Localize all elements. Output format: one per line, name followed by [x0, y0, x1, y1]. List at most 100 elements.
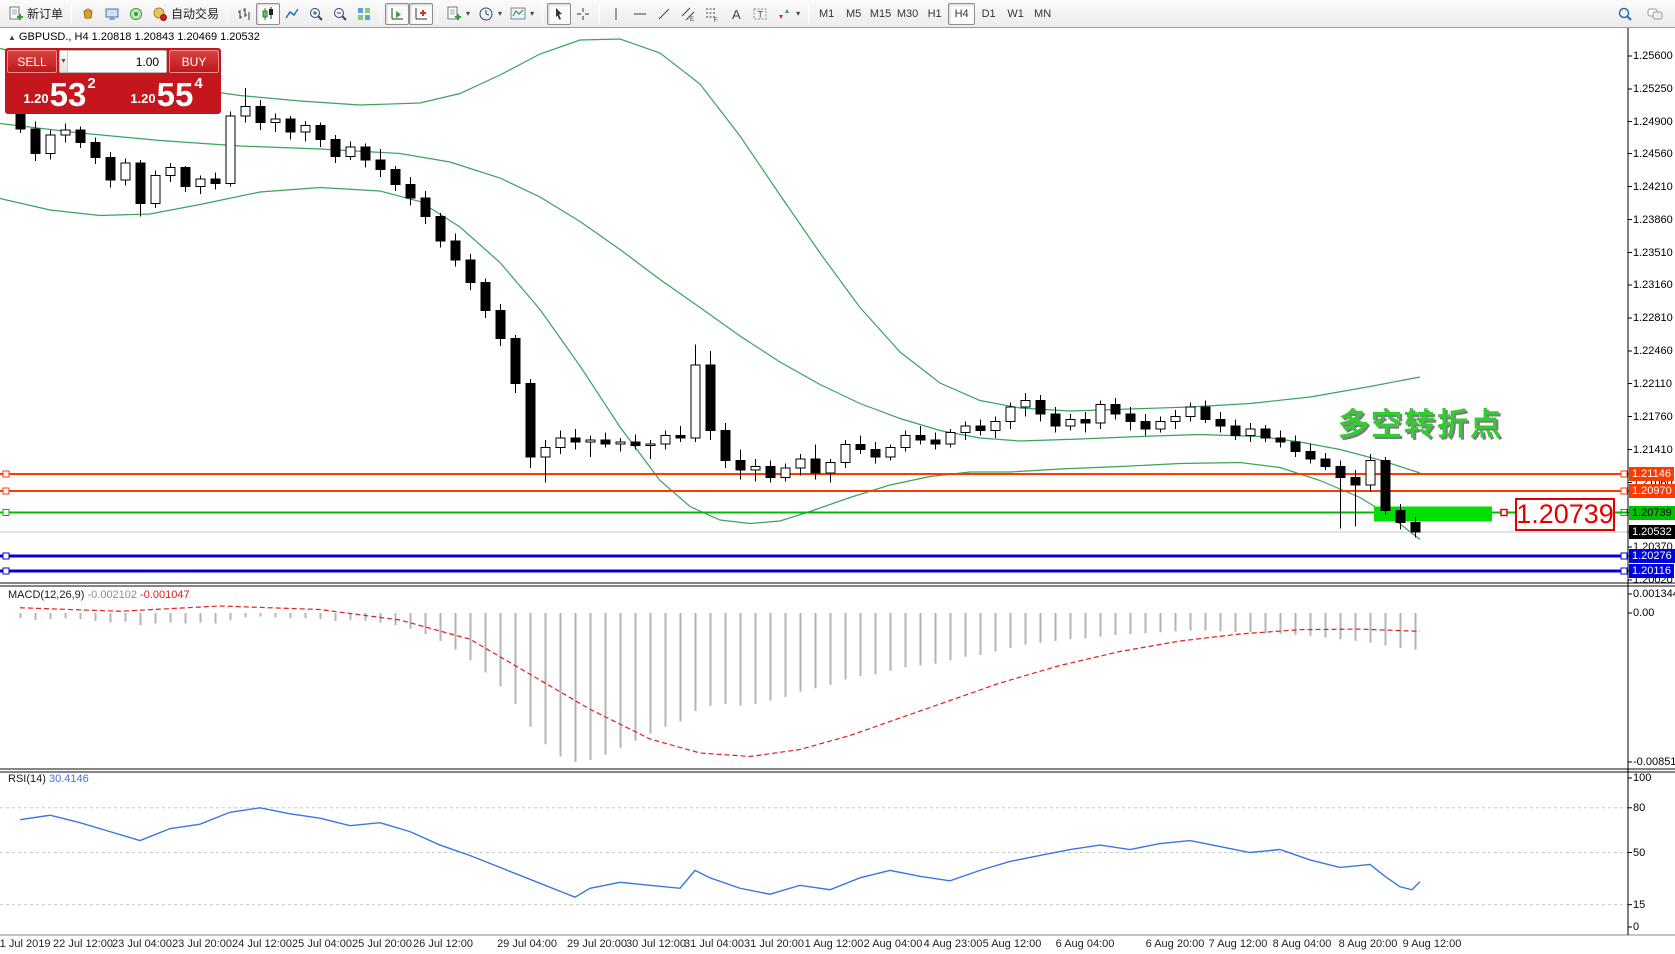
toolbar-separator — [380, 3, 382, 24]
time-axis-label: 6 Aug 04:00 — [1055, 938, 1115, 950]
zoom-in-button[interactable] — [304, 3, 328, 25]
indicators-button[interactable]: ▾ — [506, 3, 538, 25]
trendline-button[interactable] — [652, 3, 676, 25]
vertical-line-button[interactable] — [604, 3, 628, 25]
price-tick: 1.24560 — [1633, 147, 1673, 160]
timeframe-h4[interactable]: H4 — [948, 2, 976, 25]
timeframe-d1[interactable]: D1 — [981, 7, 996, 20]
cross-icon — [577, 7, 590, 20]
text-button[interactable]: A — [724, 3, 748, 25]
time-axis-label: 22 Jul 12:00 — [53, 938, 113, 950]
zoomin-icon — [310, 7, 323, 21]
tline-icon — [658, 8, 670, 19]
time-axis-label: 26 Jul 12:00 — [413, 938, 473, 950]
shiftchart-icon — [415, 7, 428, 19]
highlight-rect — [1374, 506, 1492, 522]
bucket-icon — [83, 8, 93, 18]
timeframe-w1[interactable]: W1 — [1007, 7, 1024, 20]
line-price-label: 1.20739 — [1629, 505, 1675, 520]
collapse-triangle-icon[interactable]: ▲ — [8, 33, 16, 42]
bid-sup: 2 — [87, 75, 96, 92]
timeframe-h1[interactable]: H1 — [927, 7, 942, 20]
toolbar-separator — [227, 3, 229, 24]
bar-chart-button[interactable] — [232, 3, 256, 25]
toolbar-separator — [542, 3, 544, 24]
terminal-button[interactable] — [100, 3, 124, 25]
ask-price[interactable]: 1.20 55 4 — [114, 74, 219, 112]
volume-input[interactable] — [67, 51, 166, 72]
timeframe-m15[interactable]: M15 — [869, 7, 892, 20]
candlestick-button[interactable] — [256, 2, 281, 25]
channel-icon: E — [681, 7, 695, 22]
zoomout-icon — [334, 7, 347, 21]
time-axis-label: 7 Aug 12:00 — [1208, 938, 1268, 950]
monitor-icon — [105, 8, 119, 19]
macd-name: MACD(12,26,9) — [8, 589, 85, 601]
buy-button[interactable]: BUY — [169, 50, 219, 73]
zoom-out-button[interactable] — [328, 3, 352, 25]
macd-tick: 0.00 — [1633, 607, 1655, 619]
svg-text:T: T — [758, 9, 764, 19]
ask-prefix: 1.20 — [130, 91, 156, 106]
bid-big: 53 — [49, 76, 87, 113]
price-tick: 1.21760 — [1633, 410, 1673, 423]
arrows-icon — [779, 8, 790, 19]
fibo-icon: F — [706, 8, 718, 22]
text-label-button[interactable]: T — [748, 3, 772, 25]
candleicon-icon — [262, 6, 274, 20]
volume-down-button[interactable]: ▼ — [60, 51, 68, 72]
rsi-tick: 50 — [1633, 846, 1646, 859]
auto-scroll-button[interactable] — [385, 2, 410, 25]
chat-icon[interactable] — [1643, 3, 1667, 25]
signals-button[interactable] — [124, 3, 148, 25]
horizontal-line-button[interactable] — [628, 3, 652, 25]
search-icon[interactable] — [1613, 3, 1637, 25]
toolbar-separator — [599, 3, 601, 24]
one-click-trading-panel: SELL ▼ ▲ BUY 1.20 53 2 1.20 55 4 — [5, 48, 221, 114]
time-axis-label: 23 Jul 04:00 — [112, 938, 172, 950]
scrollend-icon — [391, 7, 404, 19]
time-axis-label: 21 Jul 2019 — [0, 938, 51, 950]
macd-label: MACD(12,26,9) -0.002102 -0.001047 — [8, 589, 190, 601]
channel-button[interactable]: E — [676, 3, 700, 25]
bid-price[interactable]: 1.20 53 2 — [7, 74, 112, 112]
arrows-button[interactable]: ▾ — [772, 3, 804, 25]
fibonacci-button[interactable]: F — [700, 3, 724, 25]
bid-price-label: 1.20532 — [1629, 525, 1675, 539]
crosshair-button[interactable] — [571, 3, 595, 25]
turning-point-annotation: 多空转折点 — [1338, 407, 1503, 442]
rsi-tick: 0 — [1633, 921, 1640, 933]
svg-text:F: F — [714, 18, 718, 22]
mag-icon — [1618, 7, 1632, 21]
timeframe-m1[interactable]: M1 — [818, 7, 835, 20]
time-axis-label: 30 Jul 12:00 — [626, 938, 686, 950]
signal-icon — [130, 7, 143, 20]
indicator-icon — [510, 7, 526, 19]
time-axis-label: 31 Jul 20:00 — [744, 938, 804, 950]
symbol-ohlc-text: GBPUSD., H4 1.20818 1.20843 1.20469 1.20… — [18, 31, 260, 43]
timeframe-m5[interactable]: M5 — [845, 7, 862, 20]
chart-shift-button[interactable] — [409, 2, 434, 25]
rsi-name: RSI(14) — [8, 773, 46, 785]
new-order-button[interactable]: 新订单 — [4, 3, 67, 25]
tile-windows-button[interactable] — [352, 3, 376, 25]
timeframe-mn[interactable]: MN — [1034, 7, 1052, 20]
sell-button[interactable]: SELL — [7, 50, 57, 73]
time-axis-label: 23 Jul 20:00 — [172, 938, 232, 950]
line-chart-button[interactable] — [280, 3, 304, 25]
rsi-tick: 100 — [1633, 772, 1652, 784]
bid-prefix: 1.20 — [23, 91, 49, 106]
clock-icon — [479, 7, 493, 20]
new-order-menu-button[interactable]: ▾ — [442, 3, 474, 25]
time-axis-label: 2 Aug 04:00 — [863, 938, 923, 950]
macd-tick: -0.00851 — [1633, 756, 1675, 768]
cursor-button[interactable] — [547, 2, 572, 25]
timeframe-m30[interactable]: M30 — [896, 7, 919, 20]
svg-text:E: E — [690, 17, 694, 22]
period-button[interactable]: ▾ — [474, 3, 506, 25]
styler-button[interactable] — [76, 3, 100, 25]
autotrade-button[interactable]: 自动交易 — [148, 3, 223, 25]
time-axis-label: 31 Jul 04:00 — [684, 938, 744, 950]
